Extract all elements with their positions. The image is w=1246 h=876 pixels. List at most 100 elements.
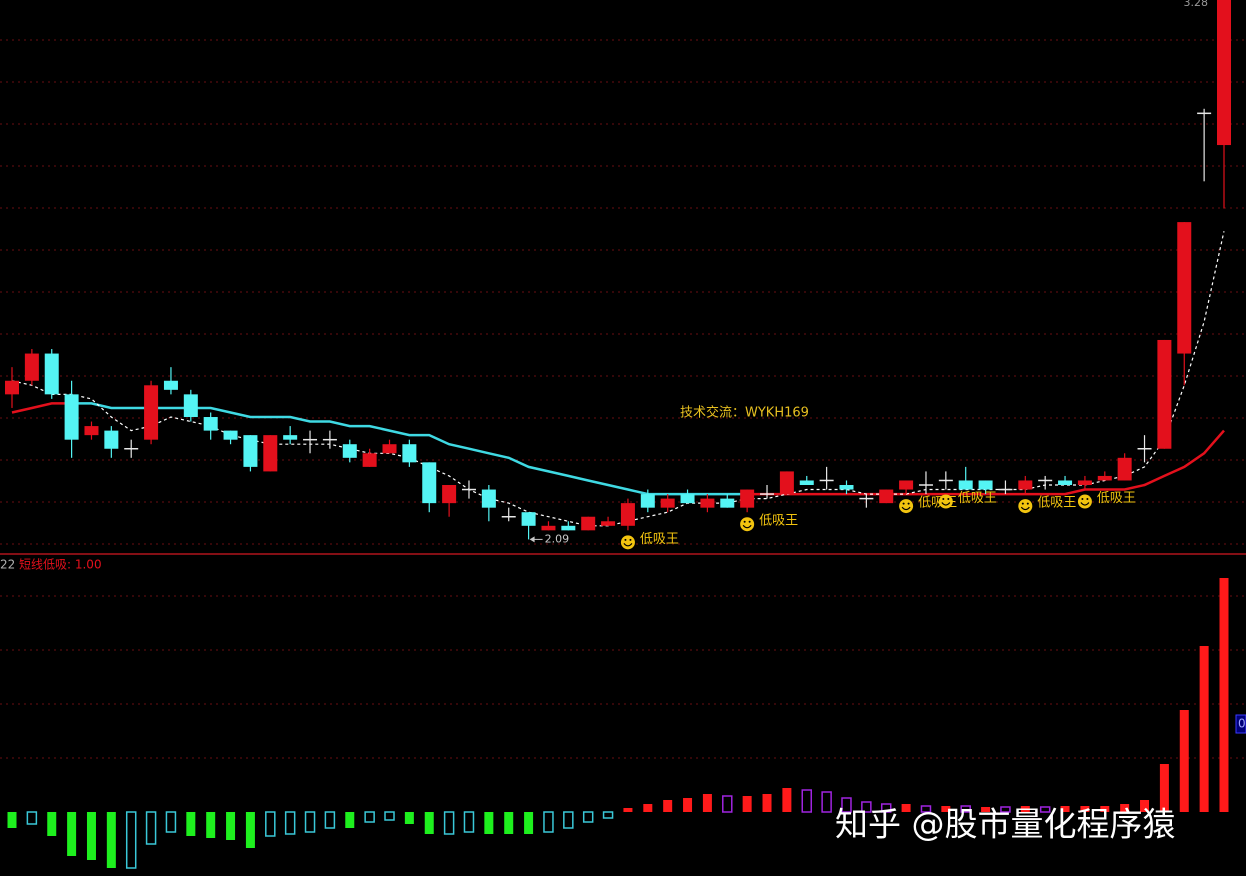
candle-body bbox=[283, 435, 298, 440]
signal-icon bbox=[899, 499, 914, 514]
candle-body bbox=[839, 485, 854, 490]
signal-icon-face bbox=[901, 506, 911, 511]
signal-icon-eye bbox=[947, 498, 950, 501]
min-price-label: 2.09 bbox=[545, 532, 570, 545]
right-marker-box bbox=[1235, 714, 1246, 734]
indicator-bar bbox=[443, 811, 455, 835]
signal-icon-face bbox=[742, 524, 752, 529]
indicator-bar bbox=[801, 789, 813, 813]
candle-body bbox=[779, 471, 794, 495]
signal-icon bbox=[1077, 494, 1092, 509]
indicator-prefix: 22 bbox=[0, 558, 15, 572]
indicator-bar bbox=[602, 811, 614, 819]
signal-label: 低吸王 bbox=[759, 514, 798, 529]
signal-label: 低吸王 bbox=[958, 491, 997, 506]
candle-body bbox=[5, 380, 19, 395]
indicator-bar bbox=[504, 812, 514, 834]
indicator-bar bbox=[543, 811, 554, 833]
indicator-bar bbox=[722, 795, 733, 813]
indicator-bar bbox=[1219, 578, 1229, 812]
signal-icon-face bbox=[1020, 506, 1030, 511]
indicator-bar bbox=[424, 812, 434, 834]
candle-body bbox=[362, 453, 377, 467]
candle-body bbox=[1018, 480, 1033, 490]
indicator-bar bbox=[663, 800, 673, 812]
indicator-bar bbox=[186, 812, 196, 836]
candle-body bbox=[1077, 480, 1092, 486]
indicator-bar bbox=[484, 812, 494, 834]
indicator-bar bbox=[324, 811, 336, 829]
candle-body bbox=[899, 480, 914, 490]
indicator-bar bbox=[762, 794, 772, 812]
indicator-bar bbox=[1199, 646, 1209, 812]
signal-icon bbox=[620, 535, 635, 550]
candle-body bbox=[203, 417, 218, 431]
indicator-bar bbox=[1159, 764, 1169, 812]
candle-body bbox=[442, 485, 457, 504]
indicator-bar bbox=[145, 811, 157, 845]
candle-body bbox=[24, 353, 39, 381]
indicator-bar bbox=[683, 798, 693, 812]
indicator-bar bbox=[524, 812, 534, 834]
candle-body bbox=[640, 494, 655, 508]
signal-label: 低吸王 bbox=[1097, 491, 1136, 506]
indicator-bar bbox=[67, 812, 77, 856]
candle-body bbox=[958, 480, 973, 490]
indicator-bar bbox=[463, 811, 475, 833]
indicator-bar bbox=[941, 806, 951, 812]
indicator-bar bbox=[960, 805, 971, 813]
candle-body bbox=[541, 525, 556, 531]
candle-body bbox=[601, 521, 616, 526]
candle-body bbox=[1117, 457, 1132, 481]
signal-icon-face bbox=[1080, 502, 1090, 506]
indicator-bar bbox=[880, 803, 892, 813]
candle-body bbox=[879, 489, 894, 504]
indicator-bar bbox=[861, 801, 872, 813]
signal-icon-eye bbox=[902, 502, 905, 505]
indicator-bar bbox=[782, 788, 792, 812]
indicator-bar bbox=[125, 811, 137, 869]
candle-body bbox=[64, 394, 79, 440]
indicator-label: 短线低吸: 1.00 bbox=[19, 558, 102, 572]
indicator-bar bbox=[304, 811, 316, 833]
candle-body bbox=[1097, 475, 1112, 481]
candle-body bbox=[720, 498, 735, 508]
indicator-bar bbox=[26, 811, 38, 825]
watermark: 知乎 @股市量化程序猿 bbox=[835, 805, 1176, 844]
indicator-bar bbox=[106, 812, 116, 868]
candle-body bbox=[84, 426, 99, 436]
indicator-bar bbox=[582, 811, 594, 823]
signal-icon-face bbox=[941, 502, 951, 506]
signal-icon-face bbox=[623, 542, 633, 547]
candle-body bbox=[680, 494, 695, 504]
signal-icon bbox=[740, 517, 755, 532]
indicator-bar bbox=[384, 811, 395, 821]
candle-body bbox=[1177, 222, 1192, 354]
candle-body bbox=[660, 498, 675, 508]
indicator-bar bbox=[86, 812, 96, 860]
candle-body bbox=[104, 430, 119, 449]
indicator-bar bbox=[702, 794, 712, 812]
signal-icon bbox=[938, 494, 953, 509]
candle-body bbox=[183, 394, 198, 418]
signal-icon-eye bbox=[629, 538, 632, 541]
indicator-bar bbox=[821, 791, 832, 813]
signal-icon-eye bbox=[624, 538, 627, 541]
signal-icon-eye bbox=[1026, 502, 1029, 505]
candle-body bbox=[521, 512, 536, 526]
candle-body bbox=[481, 489, 496, 508]
indicator-bar bbox=[226, 812, 236, 840]
indicator-bar bbox=[1000, 806, 1011, 813]
signal-icon-eye bbox=[1021, 502, 1024, 505]
indicator-bar bbox=[742, 796, 752, 812]
indicator-bar bbox=[265, 811, 276, 837]
indicator-bar bbox=[7, 812, 17, 828]
right-marker: 0 bbox=[1238, 717, 1246, 731]
signal-icon-eye bbox=[1081, 498, 1084, 501]
candle-body bbox=[342, 444, 357, 458]
candle-body bbox=[1157, 339, 1172, 449]
signal-label: 低吸王 bbox=[640, 532, 679, 547]
candle-body bbox=[163, 380, 178, 390]
candle-body bbox=[799, 480, 814, 486]
